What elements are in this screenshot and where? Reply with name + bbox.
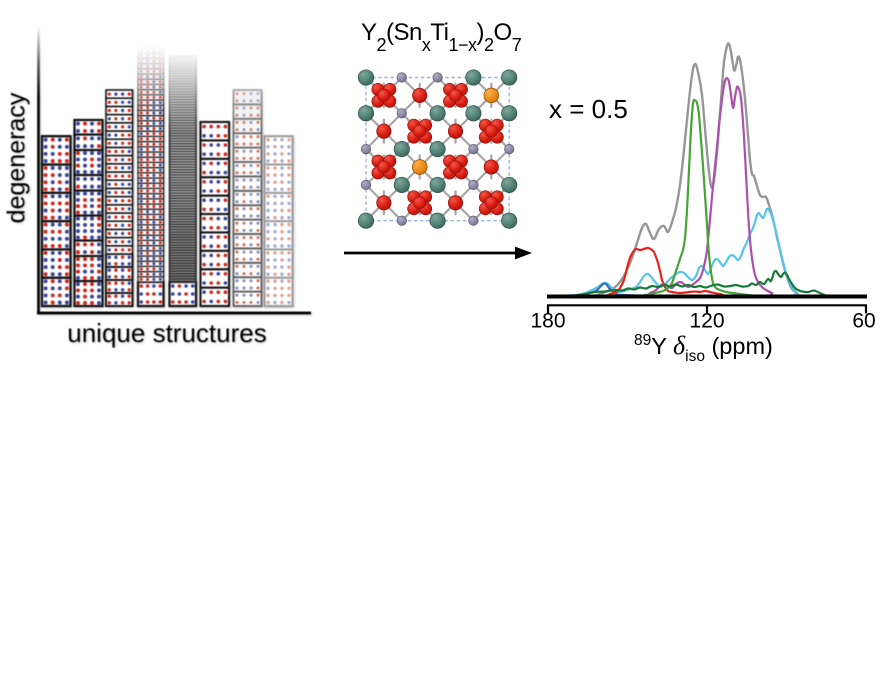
svg-text:120: 120	[689, 309, 724, 332]
svg-text:degeneracy: degeneracy	[3, 92, 31, 223]
svg-text:180: 180	[530, 309, 565, 332]
svg-text:unique structures: unique structures	[67, 318, 266, 348]
svg-text:60: 60	[852, 309, 875, 332]
